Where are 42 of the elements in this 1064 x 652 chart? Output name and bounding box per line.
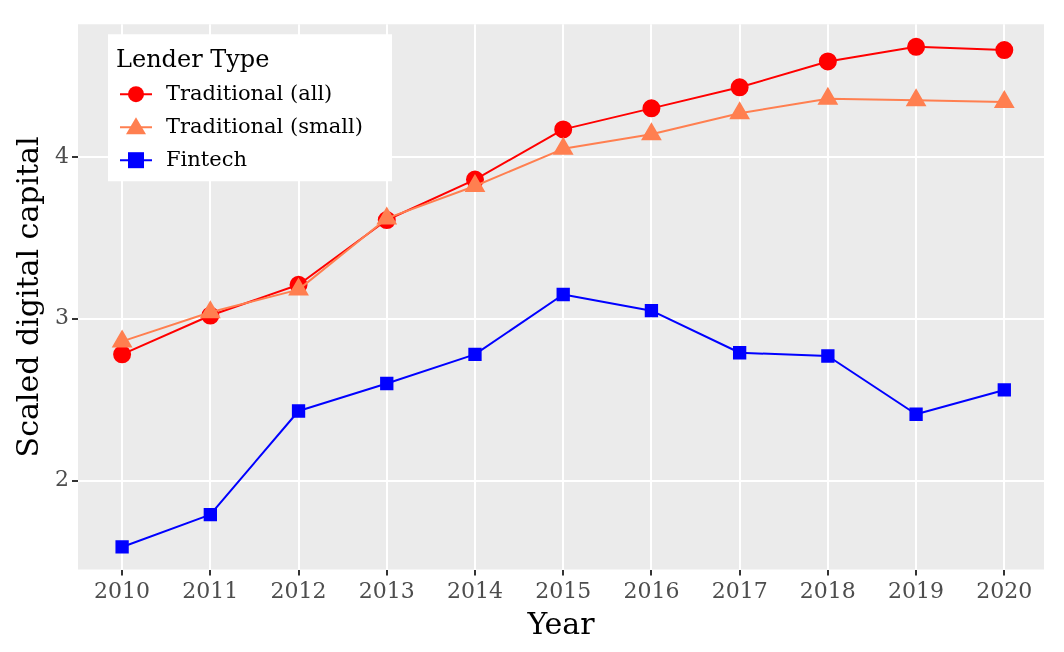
- point: [729, 102, 750, 120]
- point: [997, 383, 1011, 397]
- point: [113, 345, 132, 364]
- point: [818, 52, 837, 71]
- x-tick-label: 2016: [623, 577, 680, 603]
- point: [554, 120, 573, 139]
- x-tick-label: 2011: [182, 577, 239, 603]
- y-tick-label: 3: [55, 304, 69, 330]
- point: [732, 346, 747, 360]
- point: [995, 41, 1014, 60]
- legend-label: Fintech: [166, 146, 247, 171]
- point: [642, 99, 661, 118]
- point: [644, 304, 659, 318]
- point: [730, 78, 749, 97]
- x-tick-label: 2010: [94, 577, 151, 603]
- x-tick-label: 2019: [888, 577, 945, 603]
- y-tick-label: 4: [55, 142, 69, 168]
- point: [203, 507, 217, 522]
- point: [821, 349, 835, 363]
- x-tick-label: 2012: [270, 577, 327, 603]
- y-axis-title: Scaled digital capital: [9, 136, 45, 458]
- x-tick-label: 2015: [535, 577, 592, 603]
- point: [115, 540, 129, 554]
- point: [468, 347, 482, 362]
- point: [465, 175, 485, 193]
- point: [909, 407, 923, 421]
- x-tick-label: 2013: [358, 577, 415, 603]
- legend-title: Lender Type: [116, 45, 270, 74]
- legend-label: Traditional (small): [166, 113, 363, 138]
- point: [906, 89, 926, 107]
- x-tick-label: 2020: [976, 577, 1033, 603]
- point: [380, 376, 394, 391]
- point: [291, 404, 306, 418]
- point: [907, 37, 926, 56]
- x-tick-label: 2018: [799, 577, 856, 603]
- x-tick-label: 2017: [711, 577, 768, 603]
- point: [641, 123, 662, 141]
- point: [556, 287, 570, 302]
- legend-label: Traditional (all): [166, 80, 333, 105]
- x-tick-label: 2014: [446, 577, 503, 603]
- x-axis-title: Year: [526, 605, 596, 641]
- y-tick-label: 2: [55, 466, 69, 492]
